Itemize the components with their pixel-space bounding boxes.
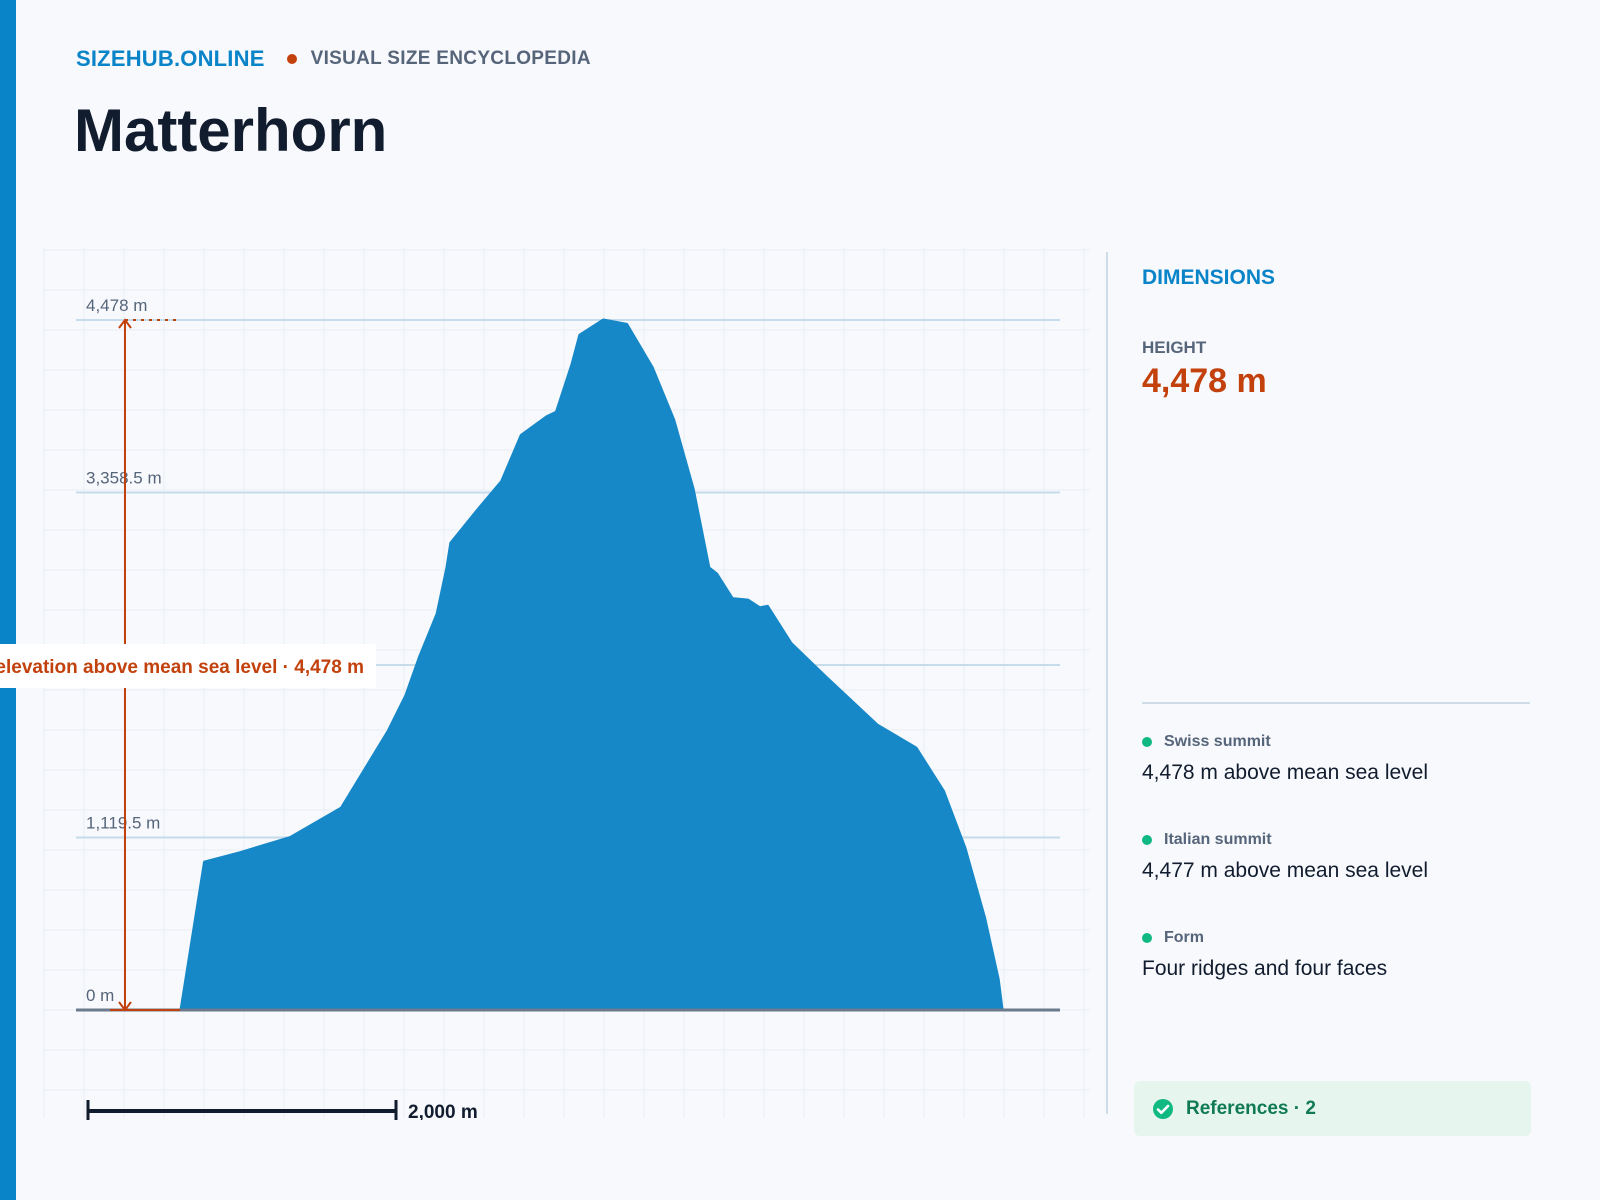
check-circle-icon — [1152, 1098, 1174, 1120]
accent-bar — [0, 0, 16, 1200]
height-value: 4,478 m — [1142, 362, 1267, 400]
fact-form: Form Four ridges and four faces — [1142, 929, 1532, 981]
fact-italian-summit: Italian summit 4,477 m above mean sea le… — [1142, 831, 1532, 883]
y-tick-label: 3,358.5 m — [86, 469, 162, 488]
site-brand-link[interactable]: SIZEHUB.ONLINE — [76, 46, 265, 71]
site-header: SIZEHUB.ONLINE VISUAL SIZE ENCYCLOPEDIA — [76, 46, 591, 72]
fact-value: 4,477 m above mean sea level — [1142, 859, 1429, 882]
site-tagline: VISUAL SIZE ENCYCLOPEDIA — [310, 48, 591, 69]
y-tick-label: 4,478 m — [86, 296, 147, 315]
y-tick-label: 0 m — [86, 986, 114, 1005]
scale-bar-label: 2,000 m — [408, 1102, 478, 1120]
page-title: Matterhorn — [74, 97, 388, 164]
bullet-dot-icon — [1142, 933, 1152, 943]
mountain-silhouette — [179, 318, 1004, 1012]
fact-swiss-summit: Swiss summit 4,478 m above mean sea leve… — [1142, 733, 1532, 785]
scale-bar: 2,000 m — [86, 1100, 478, 1120]
panel-divider — [1106, 252, 1108, 1114]
fact-value: Four ridges and four faces — [1142, 957, 1388, 980]
fact-label: Swiss summit — [1164, 733, 1271, 750]
bullet-dot-icon — [1142, 737, 1152, 747]
height-label: HEIGHT — [1142, 338, 1207, 357]
elevation-chart: 0 m1,119.5 m2,239 m3,358.5 m4,478 m Peak… — [0, 248, 1090, 1120]
annotation-background — [0, 644, 376, 688]
bullet-dot-icon — [1142, 835, 1152, 845]
fact-label: Italian summit — [1164, 831, 1272, 848]
references-button[interactable]: References · 2 — [1134, 1081, 1531, 1136]
fact-label: Form — [1164, 929, 1204, 946]
panel-title: DIMENSIONS — [1142, 266, 1276, 289]
peak-annotation: Peak elevation above mean sea level · 4,… — [0, 644, 376, 688]
fact-value: 4,478 m above mean sea level — [1142, 761, 1429, 784]
references-label: References · 2 — [1186, 1097, 1316, 1119]
y-tick-label: 1,119.5 m — [86, 814, 160, 833]
separator-dot — [286, 54, 297, 64]
panel-divider-rule — [1142, 702, 1530, 704]
annotation-text: Peak elevation above mean sea level · 4,… — [0, 657, 364, 678]
